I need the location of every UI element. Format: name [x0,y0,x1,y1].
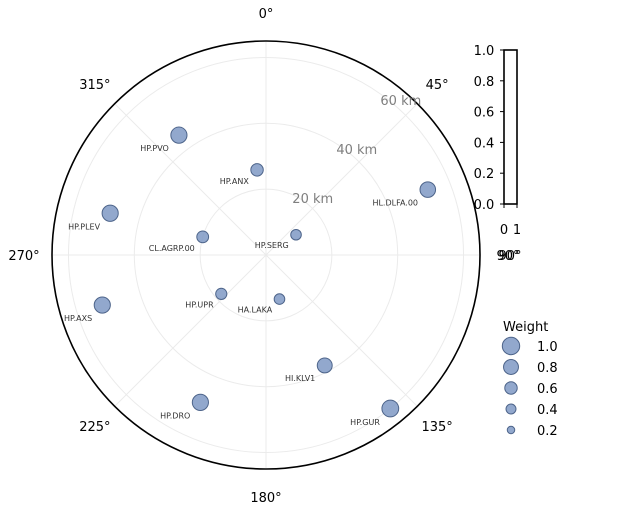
radial-label: 20 km [292,192,333,207]
station-point [273,293,286,305]
legend-label: 1.0 [537,340,558,355]
angle-tick-labels: 0° 45° 90° 135° 180° 225° 270° 315° [8,7,519,506]
grid-spoke [114,103,267,256]
grid-spoke [265,254,418,407]
station-point [316,357,333,374]
legend-marker [501,336,521,356]
station-labels: HP.SERG HP.ANX HL.DLFA.00 HP.PVO HP.PLEV CL.A… [64,144,418,427]
station-point [419,181,437,198]
angle-label: 0° [259,7,274,22]
colorbar-tick-label: 0.8 [474,75,495,90]
station-point [191,393,209,411]
station-label: HP.DRO [160,411,190,420]
radial-label: 60 km [380,94,421,109]
legend-marker [505,403,517,415]
colorbar-bottom-label: 1 [513,223,521,238]
legend-label: 0.4 [537,403,558,418]
station-point [101,204,119,222]
station-label: HP.AXS [64,314,92,323]
station-label: HP.SERG [255,241,289,250]
grid-spoke [265,103,418,256]
radial-label: 40 km [336,143,377,158]
colorbar-tick-label: 1.0 [474,44,495,59]
colorbar-tick-label: 0.0 [474,198,495,213]
station-point [215,287,228,300]
legend-marker [504,381,518,395]
colorbar-tick-label: 0.4 [474,136,495,151]
colorbar-tick-label: 0.6 [474,106,495,121]
station-label: HL.DLFA.00 [372,198,418,207]
radial-tick-labels: 20 km 40 km 60 km [292,94,421,207]
grid-spoke [114,254,267,407]
colorbar-box [503,49,518,205]
legend-marker [503,359,519,375]
angle-label: 270° [8,249,39,264]
colorbar: 1.0 0.8 0.6 0.4 0.2 0.0 0 1 90° [474,44,522,264]
station-point [170,126,188,144]
station-point [290,228,302,241]
station-label: CL.AGRP.00 [149,244,195,253]
station-point [196,230,210,244]
station-label: HP.ANX [220,177,250,186]
station-label: HA.LAKA [238,305,273,314]
polar-grid [51,40,481,470]
station-points [93,126,437,418]
angle-label: 315° [79,78,110,93]
polar-frame [51,40,481,470]
station-label: HP.UPR [185,300,214,309]
angle-label: 45° [426,78,449,93]
station-label: HP.PLEV [68,222,100,231]
legend-title: Weight [503,320,548,335]
colorbar-sub-label: 90° [498,249,521,264]
station-point [381,399,400,418]
colorbar-tick-label: 0.2 [474,167,495,182]
station-point [93,296,111,314]
station-point [250,163,264,177]
angle-label: 180° [250,491,281,506]
colorbar-bottom-label: 0 [500,223,508,238]
legend-label: 0.6 [537,382,558,397]
station-label: HI.KLV1 [285,374,315,383]
station-label: HP.GUR [350,418,380,427]
station-label: HP.PVO [140,144,169,153]
angle-label: 135° [421,420,452,435]
angle-label: 90° [496,249,519,264]
legend-label: 0.8 [537,361,558,376]
weight-legend: Weight 1.0 0.8 0.6 0.4 0.2 [501,320,558,439]
angle-label: 225° [79,420,110,435]
legend-label: 0.2 [537,424,558,439]
legend-marker [506,425,516,435]
